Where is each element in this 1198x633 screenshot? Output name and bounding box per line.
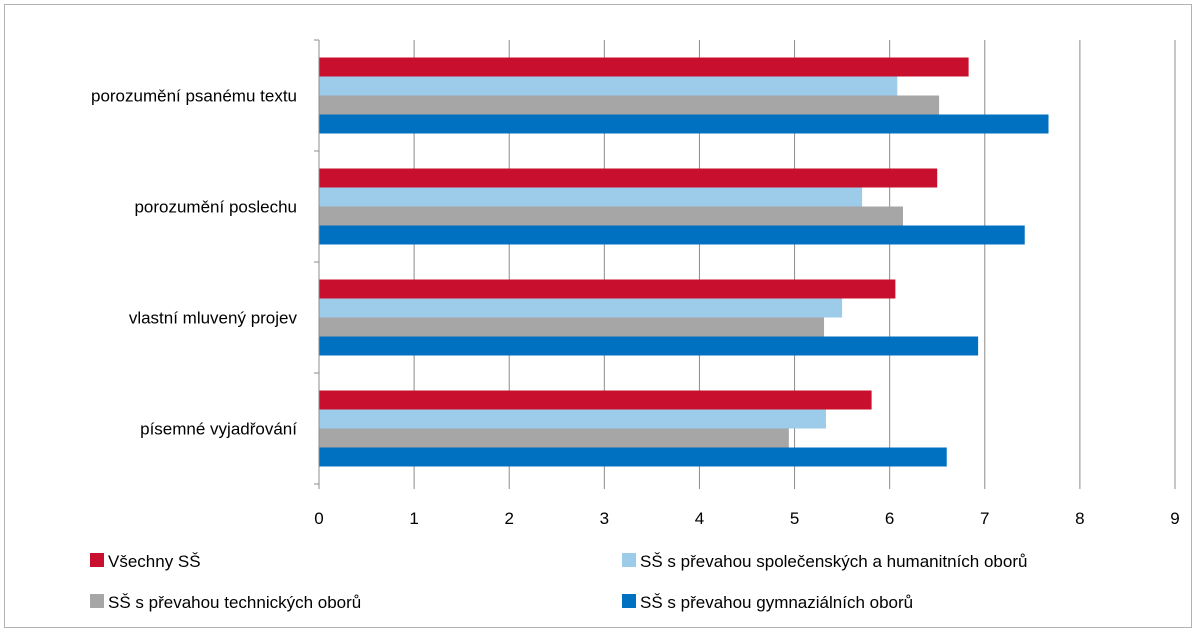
bar [319, 298, 843, 318]
category-label: porozumění psanému textu [91, 87, 297, 106]
category-label: vlastní mluvený projev [129, 309, 298, 328]
x-tick-label: 4 [695, 509, 704, 528]
bar [319, 317, 825, 337]
legend-label: SŠ s převahou technických oborů [108, 593, 361, 612]
bar [319, 187, 863, 207]
bar [319, 168, 938, 188]
axes [314, 39, 1176, 489]
bar [319, 447, 947, 467]
bar [319, 225, 1025, 245]
bar [319, 95, 940, 115]
x-tick-label: 1 [409, 509, 418, 528]
x-tick-label: 2 [504, 509, 513, 528]
bar [319, 206, 903, 226]
legend-label: Všechny SŠ [108, 552, 201, 571]
legend-swatch [622, 594, 636, 608]
bar [319, 57, 969, 77]
legend-label: SŠ s převahou společenských a humanitníc… [640, 552, 1027, 571]
x-tick-label: 6 [885, 509, 894, 528]
x-tick-label: 9 [1170, 509, 1179, 528]
bars [319, 57, 1049, 467]
x-tick-label: 8 [1075, 509, 1084, 528]
tick-labels: 0 1 2 3 4 5 6 7 8 9 [314, 509, 1179, 528]
bar [319, 114, 1049, 134]
legend-swatch [90, 594, 104, 608]
bar [319, 279, 896, 299]
legend-swatch [90, 553, 104, 567]
legend: Všechny SŠ SŠ s převahou společenských a … [90, 552, 1027, 612]
bar [319, 76, 898, 96]
bar [319, 409, 826, 429]
bar [319, 390, 872, 410]
category-label: porozumění poslechu [134, 198, 297, 217]
x-tick-label: 7 [980, 509, 989, 528]
x-tick-label: 5 [790, 509, 799, 528]
legend-label: SŠ s převahou gymnaziálních oborů [640, 593, 913, 612]
legend-swatch [622, 553, 636, 567]
x-tick-label: 0 [314, 509, 323, 528]
category-label: písemné vyjadřování [140, 420, 297, 439]
category-labels: porozumění psanému textu porozumění posle… [91, 87, 298, 439]
bar [319, 336, 979, 356]
x-tick-label: 3 [600, 509, 609, 528]
bar [319, 428, 789, 448]
